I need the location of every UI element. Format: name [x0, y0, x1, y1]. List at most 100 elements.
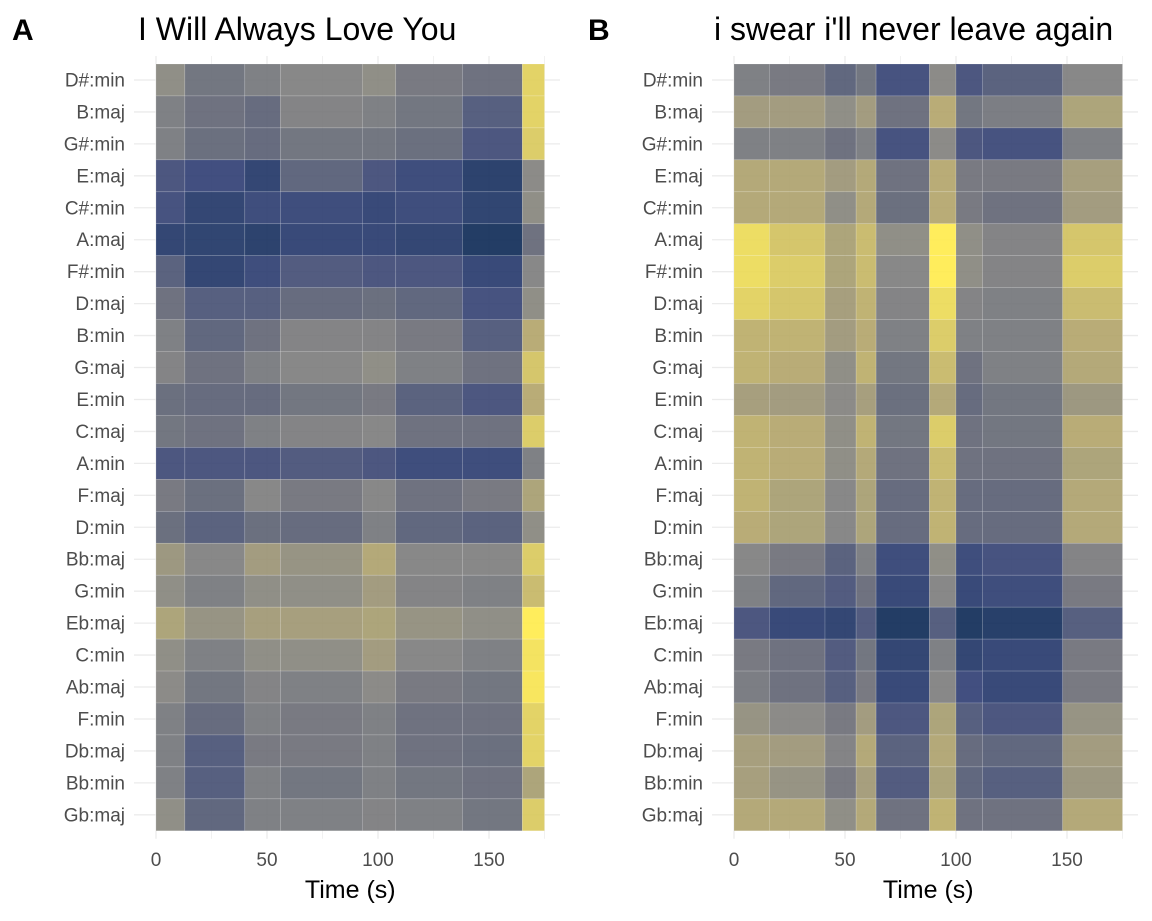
heatmap-cell: [875, 383, 930, 416]
heatmap-cell: [395, 542, 463, 576]
heatmap-cell: [929, 191, 957, 225]
heatmap-cell: [769, 127, 826, 161]
heatmap-cell: [733, 479, 770, 512]
heatmap-cell: [955, 159, 983, 193]
heatmap-cell: [280, 638, 363, 672]
heatmap-cell: [733, 223, 770, 257]
heatmap-cell: [280, 670, 363, 704]
heatmap-cell: [184, 479, 246, 512]
heatmap-cell: [875, 479, 930, 512]
heatmap-cell: [982, 766, 1063, 800]
heatmap-cell: [395, 798, 463, 832]
y-tick-label: Eb:maj: [66, 614, 125, 635]
heatmap-cell: [875, 734, 930, 768]
heatmap-cell: [855, 510, 877, 544]
heatmap-cell: [362, 766, 397, 800]
heatmap-cell: [855, 766, 877, 800]
heatmap-cell: [824, 95, 857, 129]
heatmap-cell: [1062, 447, 1123, 480]
y-tick-label: B:min: [76, 326, 125, 347]
heatmap-cell: [521, 351, 545, 384]
heatmap-cell: [733, 510, 770, 544]
heatmap-cell: [280, 191, 363, 225]
heatmap-cell: [929, 702, 957, 736]
heatmap-cell: [929, 287, 957, 320]
y-tick-label: C:min: [653, 646, 703, 667]
y-tick-label: Bb:min: [644, 773, 703, 794]
heatmap-cell: [521, 127, 545, 161]
heatmap-cell: [244, 447, 281, 480]
heatmap-cell: [955, 702, 983, 736]
heatmap-cell: [280, 127, 363, 161]
heatmap-cell: [155, 447, 186, 480]
heatmap-cell: [955, 670, 983, 704]
heatmap-cell: [955, 798, 983, 832]
x-tick-label: 50: [256, 850, 277, 871]
heatmap-cell: [875, 798, 930, 832]
heatmap-cell: [395, 479, 463, 512]
y-tick-label: Ab:maj: [644, 678, 703, 699]
x-tick-label: 100: [940, 850, 972, 871]
x-tick-label: 0: [151, 850, 162, 871]
heatmap-cell: [929, 223, 957, 257]
heatmap-cell: [462, 351, 523, 384]
heatmap-cell: [955, 351, 983, 384]
heatmap-cell: [769, 734, 826, 768]
heatmap-cell: [824, 606, 857, 640]
heatmap-cell: [982, 542, 1063, 576]
heatmap-cell: [855, 415, 877, 448]
heatmap-cell: [521, 702, 545, 736]
heatmap-cell: [280, 351, 363, 384]
heatmap-cell: [395, 287, 463, 320]
heatmap-cell: [982, 95, 1063, 129]
heatmap-cell: [362, 638, 397, 672]
heatmap-cell: [982, 63, 1063, 97]
heatmap-cell: [733, 670, 770, 704]
y-tick-label: Ab:maj: [66, 678, 125, 699]
heatmap-cell: [521, 191, 545, 225]
heatmap-cell: [982, 191, 1063, 225]
heatmap-cell: [155, 351, 186, 384]
heatmap-cell: [955, 574, 983, 608]
heatmap-cell: [733, 63, 770, 97]
y-tick-label: G#:min: [64, 134, 125, 155]
heatmap-cell: [769, 95, 826, 129]
heatmap-cell: [362, 287, 397, 320]
heatmap-cell: [155, 670, 186, 704]
heatmap-cell: [155, 383, 186, 416]
heatmap-cell: [855, 798, 877, 832]
heatmap-cell: [824, 223, 857, 257]
heatmap-cell: [733, 351, 770, 384]
heatmap-cell: [955, 638, 983, 672]
heatmap-cell: [929, 798, 957, 832]
heatmap-cell: [244, 95, 281, 129]
y-tick-label: Bb:min: [66, 773, 125, 794]
heatmap-cell: [521, 287, 545, 320]
heatmap-cell: [184, 351, 246, 384]
y-tick-label: F:maj: [78, 486, 126, 507]
heatmap-cell: [824, 574, 857, 608]
panel-letter: B: [588, 14, 610, 47]
y-tick-label: B:maj: [76, 102, 125, 123]
heatmap-cell: [184, 510, 246, 544]
heatmap-cell: [244, 574, 281, 608]
heatmap-cell: [1062, 63, 1123, 97]
heatmap-cell: [395, 95, 463, 129]
heatmap-cell: [462, 766, 523, 800]
heatmap-cell: [280, 510, 363, 544]
heatmap-cell: [875, 702, 930, 736]
y-tick-label: F#:min: [645, 262, 703, 283]
heatmap-cell: [855, 127, 877, 161]
heatmap-cell: [184, 415, 246, 448]
heatmap-cell: [362, 574, 397, 608]
heatmap-cell: [244, 287, 281, 320]
heatmap-cell: [769, 670, 826, 704]
heatmap-cell: [733, 319, 770, 352]
heatmap-cell: [521, 447, 545, 480]
heatmap-cell: [1062, 319, 1123, 352]
heatmap-cell: [244, 63, 281, 97]
heatmap-cell: [280, 287, 363, 320]
heatmap-cell: [244, 191, 281, 225]
